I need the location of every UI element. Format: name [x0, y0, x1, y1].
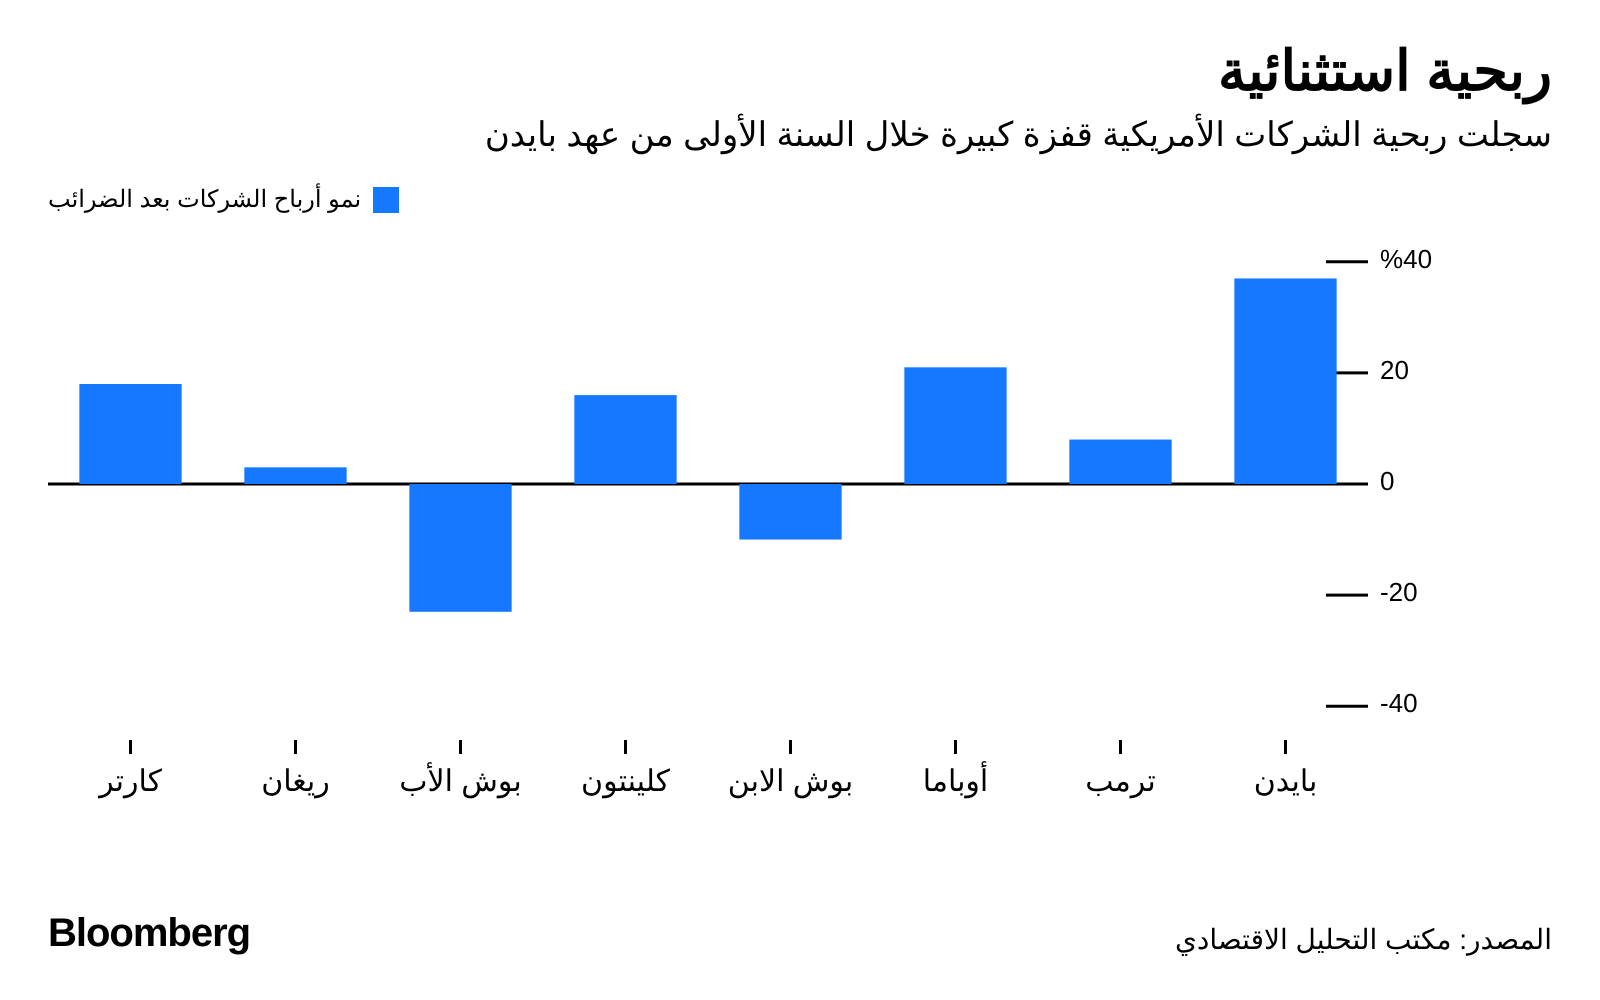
- bar: [1234, 279, 1336, 485]
- chart-subtitle: سجلت ربحية الشركات الأمريكية قفزة كبيرة …: [48, 112, 1552, 160]
- y-axis-label: 20: [1380, 355, 1409, 386]
- chart-plot-area: %40 20 0 -20 -40 كارترريغانبوش الأبكلينتونبوش…: [48, 234, 1458, 824]
- y-axis-label: -40: [1380, 688, 1418, 719]
- x-axis-label: كارتر: [48, 764, 213, 799]
- x-axis-label: أوباما: [873, 764, 1038, 799]
- x-axis-label: بايدن: [1203, 764, 1368, 799]
- brand-logo: Bloomberg: [48, 911, 250, 956]
- bar: [574, 395, 676, 484]
- footer: Bloomberg المصدر: مكتب التحليل الاقتصادي: [48, 911, 1552, 956]
- chart-title: ربحية استثنائية: [48, 40, 1552, 102]
- x-axis-label: بوش الأب: [378, 764, 543, 799]
- x-axis-label: ريغان: [213, 764, 378, 799]
- x-axis-label: كلينتون: [543, 764, 708, 799]
- source-text: المصدر: مكتب التحليل الاقتصادي: [1175, 923, 1552, 956]
- bar: [79, 384, 181, 484]
- x-axis-label: ترمب: [1038, 764, 1203, 799]
- chart-svg: [48, 234, 1458, 774]
- y-axis-label: 0: [1380, 466, 1394, 497]
- x-axis-label: بوش الابن: [708, 764, 873, 799]
- legend-label: نمو أرباح الشركات بعد الضرائب: [48, 185, 361, 214]
- y-axis-label: -20: [1380, 577, 1418, 608]
- bar: [904, 368, 1006, 485]
- legend-swatch: [373, 187, 399, 213]
- bar: [244, 468, 346, 485]
- bar: [1069, 440, 1171, 484]
- chart-container: ربحية استثنائية سجلت ربحية الشركات الأمر…: [0, 0, 1600, 1000]
- bar: [409, 484, 511, 612]
- legend: نمو أرباح الشركات بعد الضرائب: [48, 185, 1552, 214]
- y-axis-label: %40: [1380, 244, 1432, 275]
- bar: [739, 484, 841, 540]
